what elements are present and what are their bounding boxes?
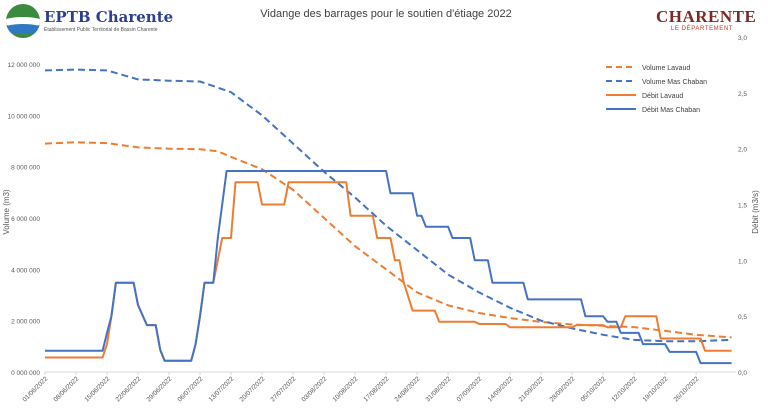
series-line-2 — [44, 68, 732, 343]
legend-label: Volume Lavaud — [642, 65, 690, 72]
y2-axis-ticks: 0,0 0,5 1,0 1,5 2,0 2,5 3,0 — [738, 35, 747, 377]
x-tick-label: 10/08/2022 — [332, 375, 360, 403]
x-tick-label: 28/09/2022 — [549, 375, 577, 403]
x-tick-label: 15/06/2022 — [83, 375, 111, 403]
x-tick-label: 13/07/2022 — [207, 375, 235, 403]
series-group — [44, 68, 732, 365]
x-tick-label: 12/10/2022 — [611, 375, 639, 403]
chart-title: Vidange des barrages pour le soutien d'é… — [260, 8, 511, 20]
x-tick-label: 21/09/2022 — [518, 375, 546, 403]
x-tick-label: 22/06/2022 — [114, 375, 142, 403]
y-tick-label: 0 000 000 — [11, 370, 40, 377]
y-tick-label: 8 000 000 — [11, 165, 40, 172]
y-tick-label: 12 000 000 — [7, 62, 40, 69]
y2-axis-label: Débit (m3/s) — [751, 190, 760, 234]
eptb-charente-logo: EPTB Charente Établissement Public Terri… — [6, 4, 173, 38]
x-axis-ticks: 01/06/2022 08/06/2022 15/06/2022 22/06/2022… — [21, 372, 701, 403]
legend-label: Volume Mas Chaban — [642, 79, 707, 86]
x-tick-label: 06/07/2022 — [176, 375, 204, 403]
x-tick-label: 24/08/2022 — [394, 375, 422, 403]
eptb-logo-subtitle: Établissement Public Territorial de Bass… — [44, 27, 158, 33]
eptb-logo-emblem — [6, 4, 40, 38]
x-tick-label: 27/07/2022 — [270, 375, 298, 403]
y-tick-label: 4 000 000 — [11, 267, 40, 274]
y2-tick-label: 2,0 — [738, 147, 747, 154]
charente-logo-name: CHARENTE — [656, 7, 757, 26]
eptb-logo-name: EPTB Charente — [44, 8, 174, 26]
x-tick-label: 07/09/2022 — [456, 375, 484, 403]
x-tick-label: 31/08/2022 — [425, 375, 453, 403]
x-tick-label: 26/10/2022 — [673, 375, 701, 403]
charente-departement-logo: CHARENTE LE DÉPARTEMENT — [656, 7, 757, 34]
y-tick-label: 2 000 000 — [11, 319, 40, 326]
y-axis-label: Volume (m3) — [2, 189, 11, 235]
x-tick-label: 03/08/2022 — [301, 375, 329, 403]
x-tick-label: 20/07/2022 — [238, 375, 266, 403]
y-axis-ticks: 0 000 000 2 000 000 4 000 000 6 000 000 8 00… — [7, 62, 40, 377]
y-tick-label: 10 000 000 — [7, 113, 40, 120]
y2-tick-label: 1,5 — [738, 203, 747, 210]
y2-tick-label: 2,5 — [738, 91, 747, 98]
x-tick-label: 19/10/2022 — [642, 375, 670, 403]
legend-label: Débit Mas Chaban — [642, 107, 700, 114]
x-tick-label: 17/08/2022 — [363, 375, 391, 403]
series-line-3 — [45, 181, 732, 362]
y2-tick-label: 0,0 — [738, 370, 747, 377]
series-line-1 — [44, 141, 732, 339]
series-line-4 — [45, 170, 732, 365]
x-tick-label: 14/09/2022 — [487, 375, 515, 403]
legend-label: Débit Lavaud — [642, 93, 683, 100]
y2-tick-label: 1,0 — [738, 258, 747, 265]
x-tick-label: 29/06/2022 — [145, 375, 173, 403]
legend: Volume Lavaud Volume Mas Chaban Débit Lava… — [606, 65, 707, 114]
x-tick-label: 08/06/2022 — [52, 375, 80, 403]
y2-tick-label: 3,0 — [738, 35, 747, 42]
y-tick-label: 6 000 000 — [11, 216, 40, 223]
charente-logo-subtitle: LE DÉPARTEMENT — [670, 26, 734, 32]
y2-tick-label: 0,5 — [738, 314, 747, 321]
x-tick-label: 05/10/2022 — [580, 375, 608, 403]
x-tick-label: 01/06/2022 — [21, 375, 49, 403]
